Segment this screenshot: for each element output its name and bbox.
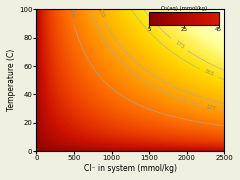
X-axis label: Cl⁻ in system (mmol/kg): Cl⁻ in system (mmol/kg) bbox=[84, 164, 177, 173]
Y-axis label: Temperature (C): Temperature (C) bbox=[7, 49, 16, 111]
Text: 165: 165 bbox=[203, 69, 215, 78]
Title: O₂(aq) (mmol/kg): O₂(aq) (mmol/kg) bbox=[161, 6, 207, 11]
Text: 100: 100 bbox=[67, 8, 75, 20]
Text: 175: 175 bbox=[173, 39, 185, 50]
Text: 135: 135 bbox=[96, 8, 105, 19]
Text: 125: 125 bbox=[205, 104, 217, 111]
